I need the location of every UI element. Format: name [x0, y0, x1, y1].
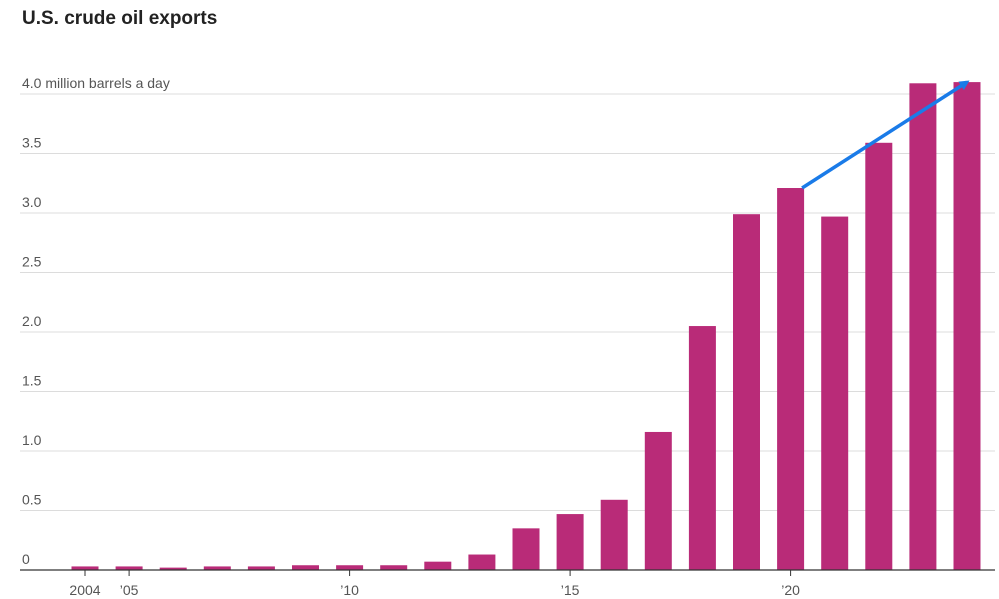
y-tick-label: 3.5 — [22, 135, 42, 151]
bar-2011 — [380, 565, 408, 570]
x-tick-label: ’10 — [340, 582, 359, 598]
trend-arrow — [801, 80, 970, 190]
bar-2009 — [292, 565, 319, 570]
chart-title: U.S. crude oil exports — [22, 8, 218, 29]
bar-2013 — [468, 554, 496, 570]
bar-2024 — [953, 82, 981, 570]
bar-2019 — [733, 214, 760, 570]
bar-2010 — [336, 565, 364, 570]
x-tick-label: ’05 — [120, 582, 139, 598]
bar-2021 — [821, 216, 849, 570]
y-tick-label: 0.5 — [22, 492, 42, 508]
y-tick-label: 2.0 — [22, 313, 42, 329]
y-axis-unit-label: 4.0 million barrels a day — [22, 75, 170, 91]
bar-2014 — [512, 528, 540, 570]
x-tick-label: ’20 — [781, 582, 800, 598]
bar-2004 — [71, 566, 99, 570]
bar-2017 — [644, 431, 672, 570]
bar-2018 — [688, 326, 716, 570]
y-tick-label: 1.0 — [22, 432, 42, 448]
bar-2023 — [909, 83, 937, 570]
axes: 0 0.5 1.0 1.5 2.0 2.5 3.0 3.5 4.0 million barrel… — [20, 75, 995, 598]
bar-2020 — [777, 188, 805, 570]
y-tick-label: 2.5 — [22, 254, 42, 270]
bar-2022 — [865, 142, 893, 571]
bar-2007 — [203, 566, 231, 570]
annotations — [801, 80, 970, 190]
y-tick-label: 1.5 — [22, 373, 42, 389]
y-tick-label: 0 — [22, 551, 30, 567]
bar-2016 — [600, 499, 628, 570]
bar-2006 — [159, 567, 187, 570]
y-tick-label: 3.0 — [22, 194, 42, 210]
x-tick-label: 2004 — [69, 582, 100, 598]
bar-2008 — [247, 566, 275, 570]
bars — [71, 82, 981, 571]
bar-2012 — [424, 561, 452, 570]
x-tick-label: ’15 — [561, 582, 580, 598]
bar-2015 — [556, 514, 584, 570]
bar-2005 — [115, 566, 143, 570]
